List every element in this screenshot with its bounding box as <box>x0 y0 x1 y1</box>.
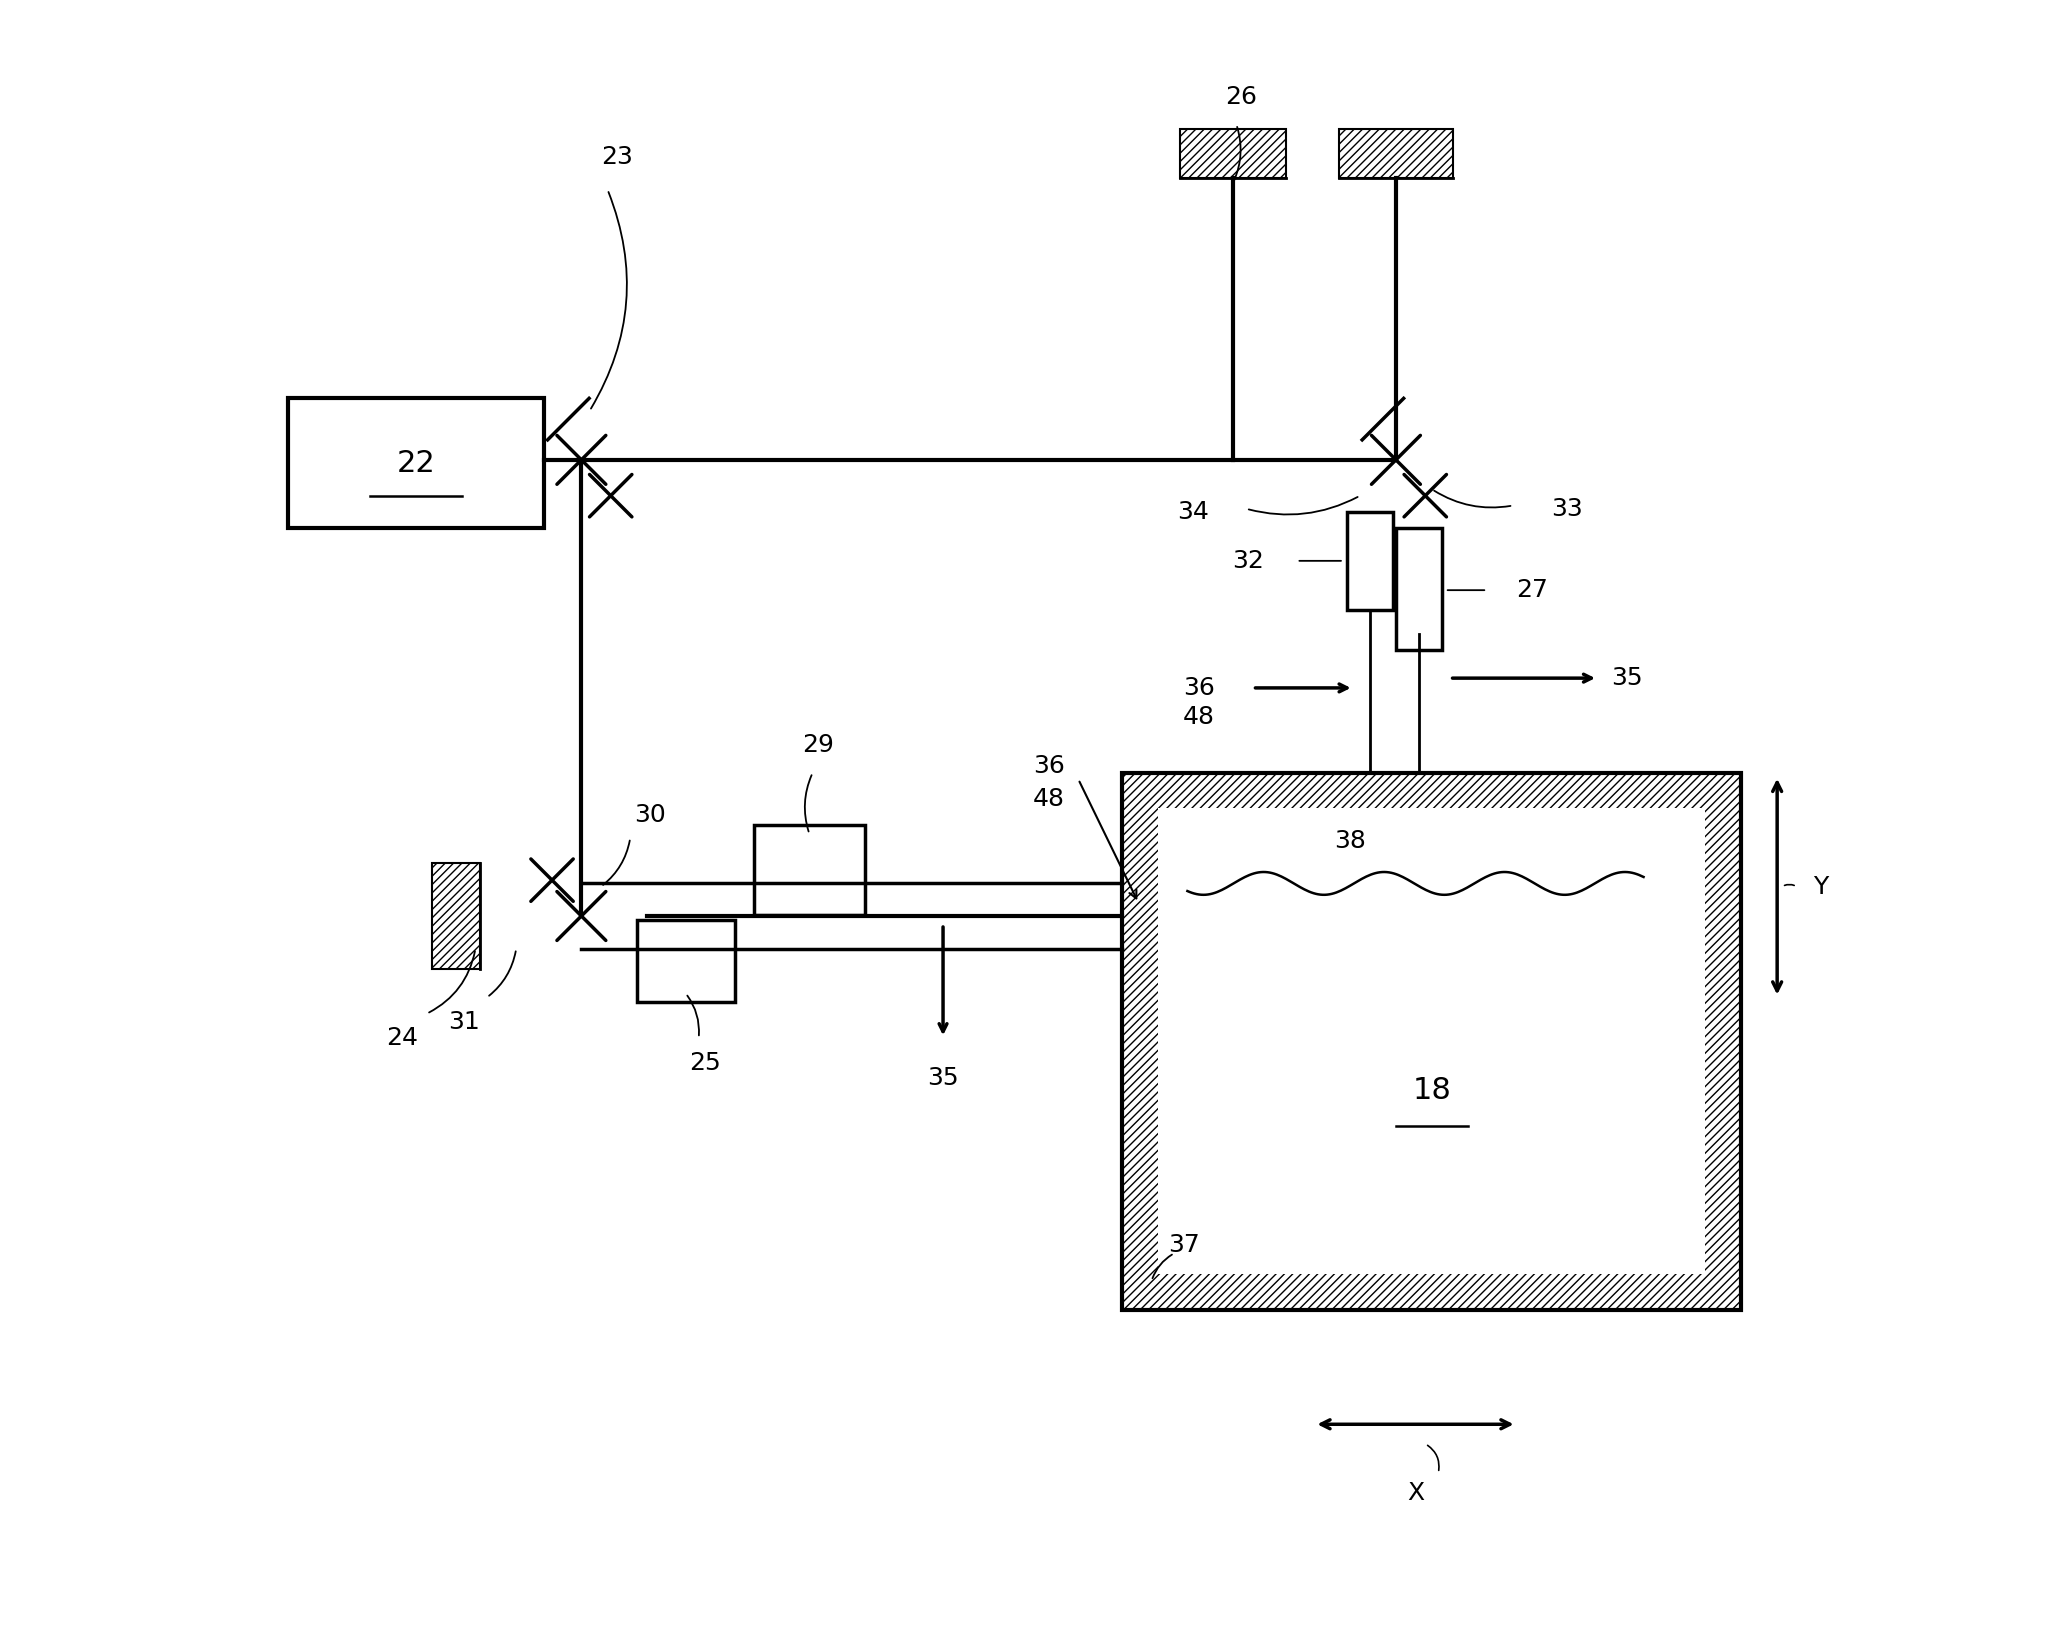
Text: 35: 35 <box>1611 665 1643 690</box>
Text: 32: 32 <box>1231 549 1264 573</box>
Bar <box>1123 772 1742 1309</box>
Text: 22: 22 <box>398 449 434 478</box>
Bar <box>1395 529 1442 651</box>
Bar <box>1180 130 1287 177</box>
Text: 25: 25 <box>688 1050 721 1075</box>
Bar <box>1346 513 1393 610</box>
Text: 34: 34 <box>1176 499 1209 524</box>
Text: 33: 33 <box>1551 496 1582 521</box>
Bar <box>289 398 543 529</box>
Bar <box>1158 808 1705 1275</box>
Text: 23: 23 <box>600 145 633 169</box>
Text: 29: 29 <box>801 733 834 757</box>
Text: Y: Y <box>1813 874 1828 899</box>
Text: 48: 48 <box>1182 705 1215 729</box>
Text: 38: 38 <box>1334 830 1367 853</box>
Text: 26: 26 <box>1225 84 1258 108</box>
Bar <box>1338 130 1453 177</box>
Bar <box>754 825 865 915</box>
Bar <box>1123 853 1172 979</box>
Text: 31: 31 <box>449 1010 479 1033</box>
Text: 36: 36 <box>1033 754 1065 779</box>
Text: 37: 37 <box>1168 1232 1201 1257</box>
Text: 35: 35 <box>928 1066 959 1089</box>
Text: 18: 18 <box>1412 1076 1451 1104</box>
Text: 48: 48 <box>1033 787 1065 810</box>
Text: X: X <box>1408 1480 1424 1505</box>
Bar <box>637 920 734 1002</box>
Text: 36: 36 <box>1182 675 1215 700</box>
Bar <box>1318 772 1471 822</box>
Text: 27: 27 <box>1516 578 1549 603</box>
Bar <box>432 863 479 969</box>
Text: 30: 30 <box>633 803 666 826</box>
Text: 24: 24 <box>385 1027 418 1050</box>
